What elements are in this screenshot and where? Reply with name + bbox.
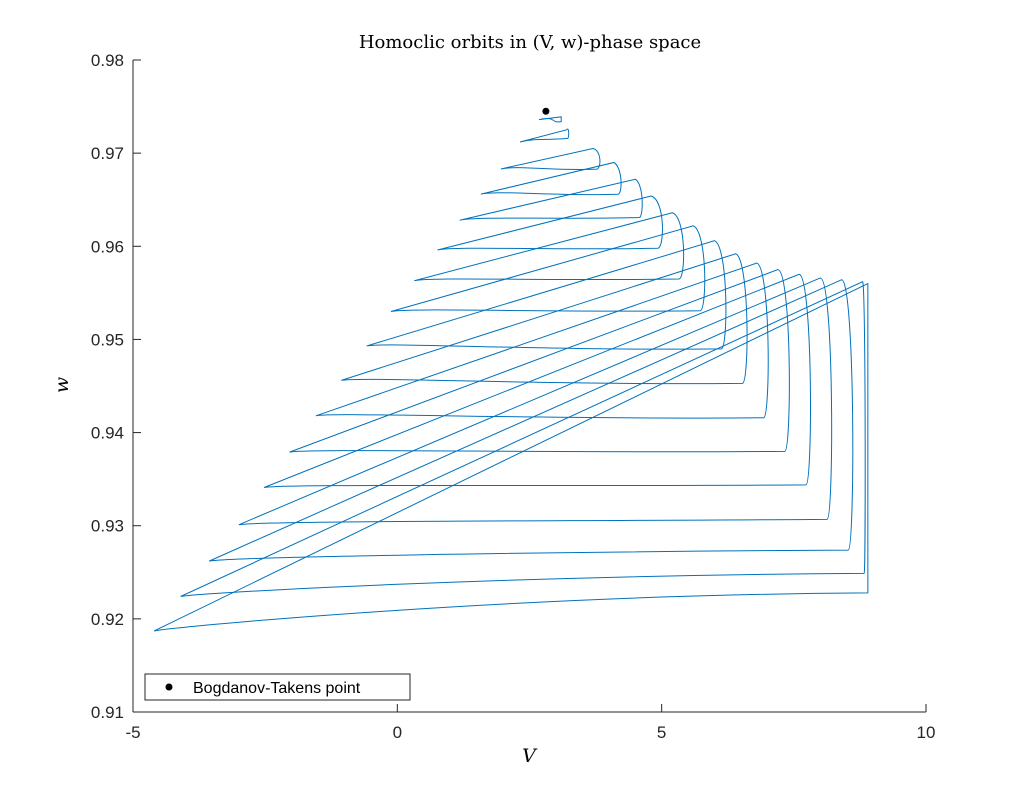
- y-axis-label: w: [51, 377, 73, 393]
- x-tick-label: -5: [125, 723, 140, 742]
- homoclinic-orbits: [153, 116, 869, 632]
- homoclinic-orbit-10: [341, 253, 748, 385]
- x-tick-label: 10: [917, 723, 936, 742]
- homoclinic-orbit-6: [437, 195, 663, 251]
- axis-ticks: -5 0 5 10 0.91 0.92 0.93 0.94 0.95 0.96 0.97 0.98: [91, 51, 936, 742]
- homoclinic-orbit-4: [480, 161, 622, 196]
- plot-area: -5 0 5 10 0.91 0.92 0.93 0.94 0.95 0.96 0.97 0.98: [91, 51, 936, 742]
- homoclinic-orbit-17: [153, 283, 869, 632]
- bt-points: [542, 107, 550, 115]
- x-tick-label: 5: [657, 723, 666, 742]
- homoclinic-orbit-5: [459, 178, 643, 221]
- homoclinic-orbit-8: [390, 225, 706, 312]
- legend-entry-bt: Bogdanov-Takens point: [193, 680, 361, 697]
- x-axis-label: V: [522, 745, 538, 767]
- y-tick-label: 0.93: [91, 517, 124, 536]
- homoclinic-orbit-1: [538, 116, 562, 123]
- y-tick-label: 0.95: [91, 330, 124, 349]
- y-tick-label: 0.98: [91, 51, 124, 70]
- homoclinic-orbit-9: [366, 240, 727, 350]
- y-tick-label: 0.97: [91, 144, 124, 163]
- homoclinic-orbit-2: [519, 128, 570, 143]
- homoclinic-orbit-7: [414, 212, 685, 282]
- legend: Bogdanov-Takens point: [144, 673, 411, 701]
- legend-marker: [165, 683, 173, 691]
- y-tick-label: 0.94: [91, 424, 124, 443]
- y-tick-label: 0.91: [91, 703, 124, 722]
- homoclinic-orbit-16: [180, 281, 866, 597]
- x-tick-label: 0: [393, 723, 402, 742]
- chart-title: Homoclic orbits in (V, w)-phase space: [359, 32, 701, 53]
- homoclinic-orbit-11: [315, 262, 769, 419]
- homoclinic-orbit-12: [289, 269, 790, 453]
- legend-box: [144, 673, 411, 701]
- y-tick-label: 0.92: [91, 610, 124, 629]
- homoclinic-orbit-15: [208, 279, 854, 562]
- bogdanov-takens-point: [542, 107, 550, 115]
- homoclinic-orbit-14: [238, 277, 833, 526]
- homoclinic-orbit-3: [500, 147, 601, 170]
- y-tick-label: 0.96: [91, 237, 124, 256]
- homoclinic-orbit-13: [263, 273, 811, 489]
